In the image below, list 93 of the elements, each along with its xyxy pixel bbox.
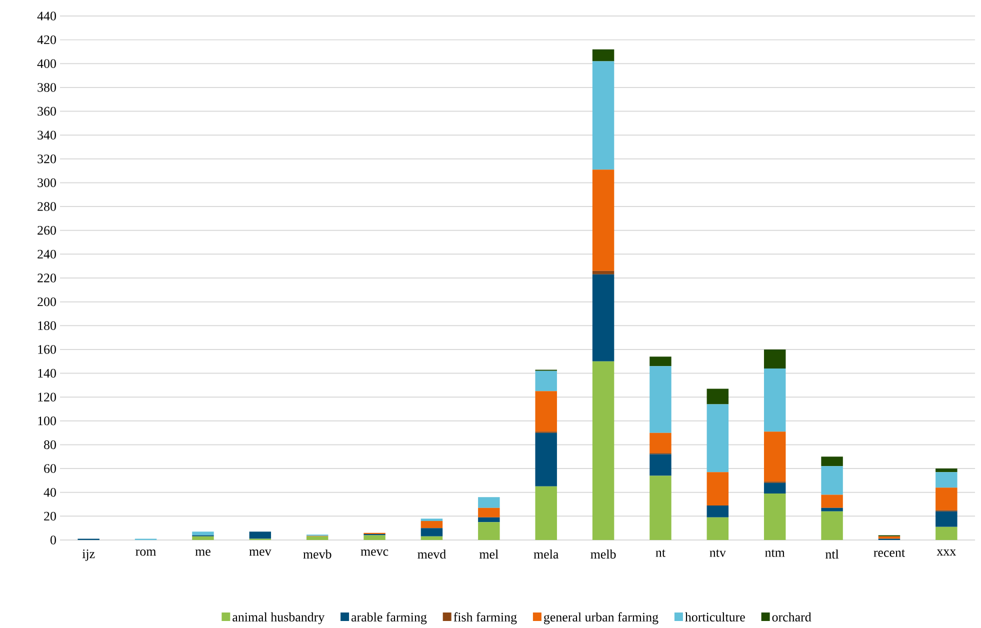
bar [420, 520, 443, 528]
bar [650, 356, 672, 366]
bar [936, 526, 958, 540]
legend-label: orchard [772, 612, 812, 622]
x-tick-label: ntv [710, 549, 726, 557]
y-tick-label: 340 [38, 130, 56, 140]
x-tick-label: ntl [826, 550, 839, 559]
bar [650, 454, 672, 476]
bar [650, 476, 672, 540]
x-tick-label: melb [590, 550, 616, 559]
bar [936, 488, 958, 510]
legend-label: fish farming [454, 612, 517, 624]
y-tick-label: 400 [37, 59, 56, 68]
bar [592, 274, 614, 362]
bar [706, 404, 729, 472]
y-tick-label: 80 [44, 440, 56, 450]
bar [592, 49, 614, 62]
x-tick-label: rom [136, 549, 156, 556]
y-tick-label: 200 [38, 297, 56, 306]
bar [192, 536, 214, 540]
y-tick-label: 300 [38, 178, 56, 188]
x-tick-label: mevb [303, 550, 332, 559]
bar [592, 170, 614, 271]
legend-label: horticulture [685, 612, 745, 622]
bar [650, 432, 672, 454]
bar [706, 517, 729, 540]
bar [706, 505, 729, 518]
bar [650, 366, 672, 433]
bar [364, 535, 386, 540]
bar [821, 456, 843, 466]
y-tick-label: 220 [38, 274, 56, 282]
bar [821, 508, 843, 512]
bar [478, 508, 500, 518]
y-tick-label: 20 [44, 512, 56, 521]
bar [249, 532, 272, 539]
y-tick-label: 280 [38, 202, 56, 211]
bar [535, 432, 557, 486]
x-tick-label: mela [534, 550, 559, 559]
x-tick-label: recent [874, 549, 905, 557]
x-tick-label: ntm [765, 549, 785, 557]
bar [878, 536, 900, 539]
bar [764, 349, 786, 369]
bar [478, 517, 500, 522]
bar [478, 522, 500, 540]
bar [535, 370, 557, 392]
bar [420, 528, 443, 536]
bar [936, 472, 958, 488]
y-tick-label: 320 [38, 154, 56, 164]
bar [535, 391, 557, 432]
bar [592, 270, 614, 274]
bar [706, 472, 729, 506]
y-tick-label: 160 [38, 345, 56, 354]
x-tick-label: mev [249, 549, 272, 556]
bar [535, 486, 557, 540]
y-tick-label: 40 [44, 488, 56, 497]
bar [764, 494, 786, 540]
bar [478, 497, 500, 508]
bar [936, 511, 958, 527]
y-tick-label: 120 [38, 392, 56, 402]
y-tick-label: 180 [38, 321, 56, 330]
bar [821, 511, 843, 540]
y-tick-label: 100 [38, 416, 56, 426]
legend-label: general urban farming [544, 612, 658, 624]
y-tick-label: 240 [38, 250, 56, 259]
y-tick-label: 440 [37, 12, 56, 20]
y-tick-label: 360 [38, 106, 56, 116]
y-tick-label: 420 [37, 35, 56, 44]
bar [306, 536, 328, 540]
x-tick-label: nt [656, 549, 666, 557]
bar [821, 494, 843, 508]
bar [420, 536, 443, 540]
x-tick-label: xxx [936, 550, 956, 556]
bar [821, 466, 843, 495]
x-tick-label: me [195, 549, 210, 556]
y-tick-label: 140 [38, 368, 56, 378]
x-tick-label: ijz [82, 549, 95, 561]
x-tick-label: mel [479, 550, 498, 559]
y-tick-label: 0 [50, 536, 56, 544]
bar [764, 482, 786, 494]
bar [592, 361, 614, 540]
y-tick-label: 380 [38, 83, 56, 92]
bar [764, 368, 786, 432]
y-tick-label: 60 [44, 464, 56, 473]
bar [592, 61, 614, 170]
legend-label: animal husbandry [232, 612, 325, 624]
bar [192, 532, 214, 536]
legend-label: arable farming [351, 612, 427, 624]
bar [936, 468, 958, 472]
y-tick-label: 260 [38, 226, 56, 235]
x-tick-label: mevd [418, 550, 446, 559]
bar [706, 388, 729, 404]
x-tick-label: mevc [360, 549, 388, 556]
bar [764, 432, 786, 482]
